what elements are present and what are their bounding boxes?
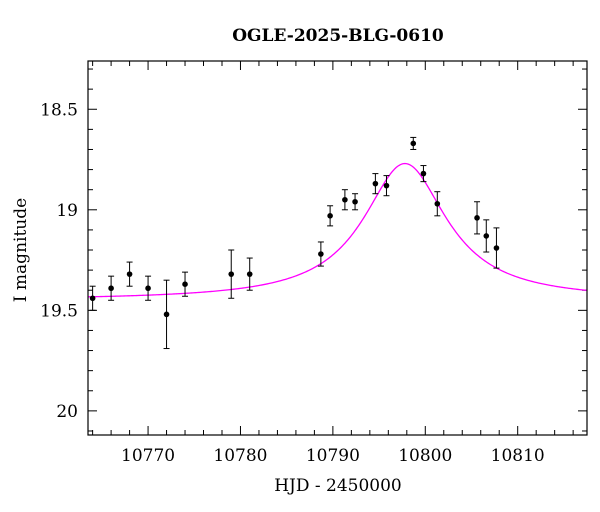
y-tick-label: 19 bbox=[56, 201, 78, 221]
chart-title: OGLE-2025-BLG-0610 bbox=[232, 26, 444, 46]
data-point bbox=[474, 215, 480, 221]
data-point bbox=[163, 311, 170, 318]
data-point bbox=[434, 200, 441, 207]
plot-frame bbox=[87, 60, 588, 436]
data-point bbox=[108, 285, 114, 292]
x-tick-label: 10810 bbox=[491, 446, 545, 466]
data-point bbox=[493, 245, 500, 251]
data-point bbox=[342, 196, 348, 203]
y-axis-title: I magnitude bbox=[11, 198, 31, 302]
model-curve-layer bbox=[87, 162, 588, 298]
data-points-layer bbox=[89, 136, 500, 350]
data-point bbox=[182, 281, 188, 287]
x-tick-label: 10770 bbox=[121, 446, 175, 466]
data-point bbox=[89, 295, 96, 302]
data-point bbox=[126, 271, 133, 277]
x-axis-title: HJD - 2450000 bbox=[274, 476, 402, 496]
model-curve bbox=[87, 162, 588, 298]
data-point bbox=[352, 198, 358, 205]
axis-ticks bbox=[88, 61, 587, 435]
tick-labels: 10770 10780 10790 10800 10810 18.5 19 19.5 20 bbox=[40, 100, 545, 466]
data-point bbox=[318, 251, 324, 257]
data-point bbox=[327, 213, 333, 219]
data-point bbox=[145, 285, 151, 292]
y-tick-label: 18.5 bbox=[40, 100, 78, 120]
data-point bbox=[420, 170, 427, 177]
y-tick-label: 20 bbox=[56, 402, 78, 422]
data-point bbox=[383, 182, 390, 189]
x-tick-label: 10800 bbox=[398, 446, 452, 466]
data-point bbox=[410, 140, 417, 147]
x-tick-label: 10780 bbox=[213, 446, 267, 466]
data-point bbox=[372, 180, 379, 187]
data-point bbox=[228, 271, 235, 277]
y-tick-label: 19.5 bbox=[40, 301, 78, 321]
data-point bbox=[246, 271, 253, 277]
data-point bbox=[483, 233, 490, 239]
x-tick-label: 10790 bbox=[306, 446, 360, 466]
